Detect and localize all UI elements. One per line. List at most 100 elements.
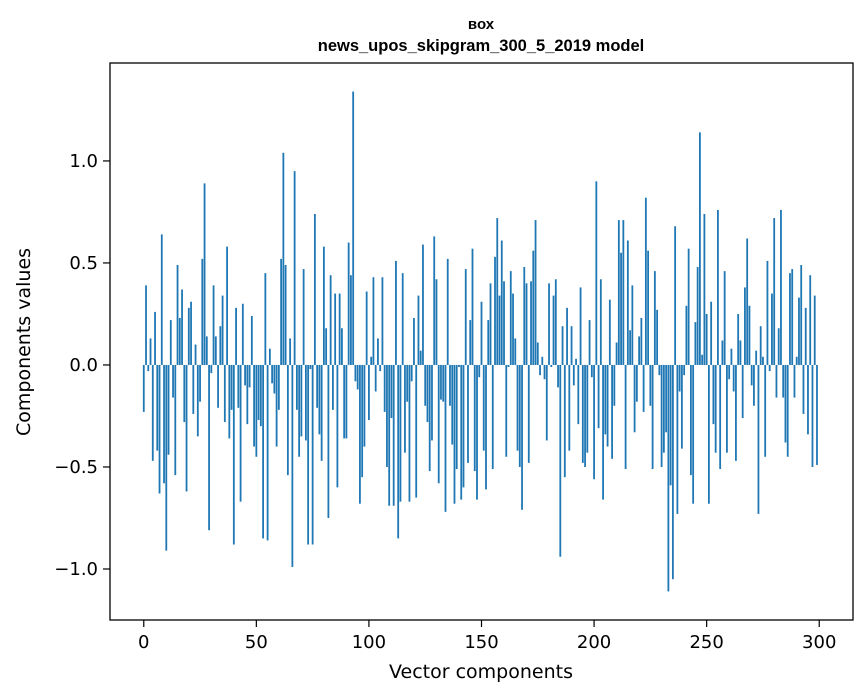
bar	[228, 364, 231, 439]
bar	[359, 364, 361, 504]
bar	[363, 364, 366, 447]
bar	[696, 267, 699, 365]
x-axis: 0 50 100 150 200 250 300	[138, 620, 836, 653]
bar	[635, 364, 638, 402]
bar	[442, 364, 445, 402]
bar	[622, 220, 625, 365]
bar	[230, 364, 233, 410]
bar	[737, 313, 740, 365]
bar	[570, 326, 573, 365]
bar	[521, 364, 523, 510]
bar	[316, 364, 319, 408]
bar	[782, 364, 785, 398]
bar	[201, 258, 204, 365]
bar	[710, 301, 713, 365]
bar	[273, 364, 276, 394]
bar	[723, 271, 726, 365]
bar	[246, 364, 249, 425]
bar	[356, 364, 359, 390]
bar	[196, 364, 199, 437]
bar	[318, 364, 321, 435]
bar	[309, 364, 312, 370]
bar	[586, 364, 589, 453]
bar	[728, 364, 731, 380]
bar	[552, 295, 555, 365]
bar	[689, 364, 692, 476]
bar	[300, 364, 303, 437]
x-tick-label: 250	[689, 632, 723, 653]
bar	[665, 364, 668, 433]
bar	[539, 364, 541, 376]
bar	[377, 338, 379, 365]
bar	[667, 364, 670, 592]
bar	[446, 258, 449, 365]
bar	[406, 364, 409, 402]
bar	[712, 364, 715, 425]
bar	[280, 258, 283, 365]
bar	[791, 269, 794, 365]
bar	[739, 340, 742, 365]
bar	[241, 303, 244, 365]
bar	[232, 364, 235, 545]
bar	[372, 277, 375, 365]
bar	[577, 364, 580, 425]
bar	[692, 364, 695, 504]
bar	[203, 183, 206, 365]
bar	[158, 364, 161, 494]
bar	[593, 364, 595, 480]
bar	[498, 295, 501, 365]
bar	[259, 364, 262, 427]
bar	[415, 364, 418, 498]
bar	[178, 318, 181, 365]
bar	[534, 220, 537, 365]
bar	[649, 364, 652, 406]
bar	[500, 240, 503, 365]
bar	[579, 287, 582, 365]
bar	[793, 364, 796, 398]
bar	[214, 336, 217, 365]
bar	[235, 307, 237, 365]
bar	[428, 364, 431, 472]
bar	[626, 240, 629, 365]
bar	[759, 326, 762, 365]
bar	[142, 364, 145, 412]
bar	[658, 364, 661, 376]
x-tick-label: 50	[245, 632, 268, 653]
bar	[554, 279, 557, 365]
bar	[755, 350, 758, 365]
bar	[485, 364, 487, 490]
bar	[176, 264, 179, 365]
bar	[347, 242, 350, 365]
x-tick-label: 300	[802, 632, 836, 653]
bar	[509, 271, 512, 365]
bar	[205, 336, 208, 365]
chart-title-model: news_upos_skipgram_300_5_2019 model	[318, 37, 645, 55]
chart-title-word: вох	[468, 16, 495, 33]
bar	[284, 264, 287, 365]
bar	[816, 364, 818, 465]
bar	[563, 364, 566, 478]
bar	[676, 364, 679, 514]
bar	[293, 171, 296, 365]
bar	[536, 342, 539, 365]
bar	[282, 152, 285, 365]
bar	[777, 328, 780, 365]
bar	[683, 364, 686, 376]
bar	[480, 301, 483, 365]
bar	[185, 364, 188, 492]
bar	[606, 364, 609, 447]
bar	[748, 305, 751, 365]
bar	[469, 320, 472, 365]
y-tick-label: −1.0	[54, 559, 98, 580]
bar	[217, 364, 219, 408]
bar	[568, 364, 571, 451]
bar	[597, 364, 600, 429]
bar	[467, 364, 469, 463]
y-tick-label: 1.0	[69, 151, 98, 172]
bar	[604, 364, 607, 435]
bar	[588, 320, 591, 365]
bar	[757, 364, 760, 514]
bar	[365, 291, 368, 365]
bar	[703, 213, 706, 365]
bar	[354, 364, 357, 382]
